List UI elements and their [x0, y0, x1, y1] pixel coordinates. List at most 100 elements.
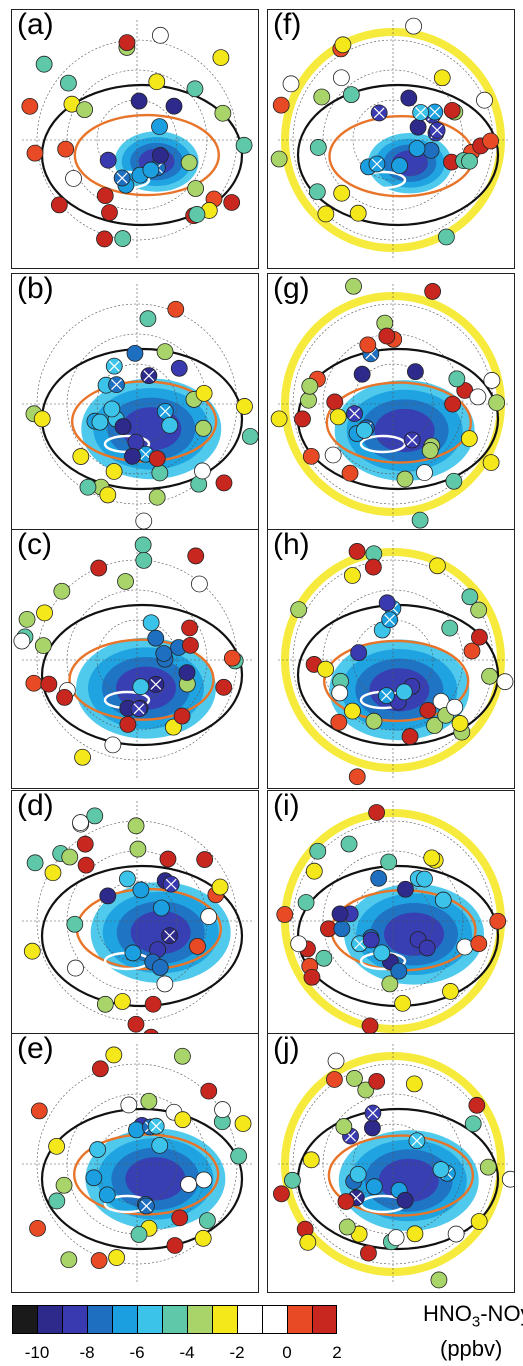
- station-marker: [444, 102, 460, 118]
- station-marker: [366, 713, 382, 729]
- station-marker: [476, 92, 492, 108]
- station-marker: [457, 939, 473, 955]
- station-marker: [331, 714, 347, 730]
- panel-d: (d): [11, 790, 259, 1050]
- station-marker: [343, 87, 359, 103]
- station-marker: [215, 1102, 231, 1118]
- colorbar-swatch: [87, 1305, 112, 1334]
- station-marker: [114, 994, 130, 1010]
- station-marker: [41, 676, 57, 692]
- station-marker: [168, 301, 184, 317]
- colorbar-swatch: [12, 1305, 37, 1334]
- polar-map-e: [12, 1034, 259, 1293]
- colorbar-swatch: [237, 1305, 262, 1334]
- station-marker: [379, 595, 395, 611]
- station-marker: [351, 645, 367, 661]
- station-marker: [128, 1016, 144, 1032]
- station-marker: [49, 1138, 65, 1154]
- station-marker: [224, 194, 240, 210]
- station-marker: [350, 205, 366, 221]
- station-marker: [124, 448, 140, 464]
- station-marker: [379, 328, 395, 344]
- station-marker: [56, 1177, 72, 1193]
- station-marker: [100, 152, 116, 168]
- station-marker: [273, 1186, 289, 1202]
- station-marker: [354, 366, 370, 382]
- station-marker: [306, 863, 322, 879]
- station-marker: [14, 633, 30, 649]
- station-marker: [277, 907, 293, 923]
- station-marker: [483, 455, 499, 471]
- station-marker: [156, 645, 172, 661]
- station-marker: [77, 836, 93, 852]
- station-marker: [60, 75, 76, 91]
- polar-map-f: [268, 10, 515, 269]
- station-marker: [35, 638, 51, 654]
- station-marker: [90, 1142, 106, 1158]
- panel-j: (j): [267, 1033, 515, 1293]
- panel-label: (e): [17, 1033, 54, 1066]
- station-marker: [119, 871, 135, 887]
- station-marker: [304, 969, 320, 985]
- station-marker: [167, 1237, 183, 1253]
- station-marker: [381, 854, 397, 870]
- station-marker: [435, 892, 451, 908]
- station-marker: [449, 371, 465, 387]
- station-marker: [401, 90, 417, 106]
- station-marker: [402, 729, 418, 745]
- panel-label: (a): [17, 9, 54, 42]
- station-marker: [127, 345, 143, 361]
- station-marker: [149, 451, 165, 467]
- station-marker: [87, 808, 103, 824]
- station-marker: [338, 1194, 354, 1210]
- station-marker: [27, 855, 43, 871]
- station-marker: [271, 151, 287, 167]
- station-marker: [181, 155, 197, 171]
- colorbar-swatch: [212, 1305, 237, 1334]
- station-marker: [92, 414, 108, 430]
- station-marker: [86, 1170, 102, 1186]
- station-marker: [342, 465, 358, 481]
- colorbar-swatch: [287, 1305, 312, 1334]
- station-marker: [115, 419, 131, 435]
- station-marker: [100, 487, 116, 503]
- station-marker: [105, 737, 121, 753]
- colorbar-title: HNO3-NOy*: [423, 1301, 523, 1330]
- station-marker: [452, 715, 468, 731]
- station-marker: [119, 35, 135, 51]
- station-marker: [425, 283, 441, 299]
- station-marker: [482, 668, 498, 684]
- polar-map-c: [12, 530, 259, 789]
- station-marker: [24, 943, 40, 959]
- station-marker: [91, 1253, 107, 1269]
- station-marker: [371, 870, 387, 886]
- panel-label: (b): [17, 273, 54, 306]
- station-marker: [410, 119, 426, 135]
- station-marker: [490, 913, 506, 929]
- station-marker: [182, 637, 198, 653]
- station-marker: [369, 1073, 385, 1089]
- station-marker: [191, 576, 207, 592]
- station-marker: [448, 1226, 464, 1242]
- station-marker: [145, 996, 161, 1012]
- colorbar-tick-label: -10: [25, 1343, 50, 1363]
- station-marker: [365, 559, 381, 575]
- station-marker: [49, 1193, 65, 1209]
- station-marker: [213, 50, 229, 66]
- station-marker: [224, 650, 240, 666]
- station-marker: [27, 145, 43, 161]
- panel-i: (i): [267, 790, 515, 1050]
- panel-c: (c): [11, 529, 259, 789]
- station-marker: [196, 385, 212, 401]
- panel-b: (b): [11, 273, 259, 533]
- station-marker: [166, 98, 182, 114]
- station-marker: [157, 344, 173, 360]
- station-marker: [106, 463, 122, 479]
- station-marker: [349, 543, 365, 559]
- panel-label: (g): [273, 273, 310, 306]
- station-marker: [148, 630, 164, 646]
- station-marker: [149, 74, 165, 90]
- station-marker: [99, 1187, 115, 1203]
- station-marker: [194, 463, 210, 479]
- station-marker: [26, 675, 42, 691]
